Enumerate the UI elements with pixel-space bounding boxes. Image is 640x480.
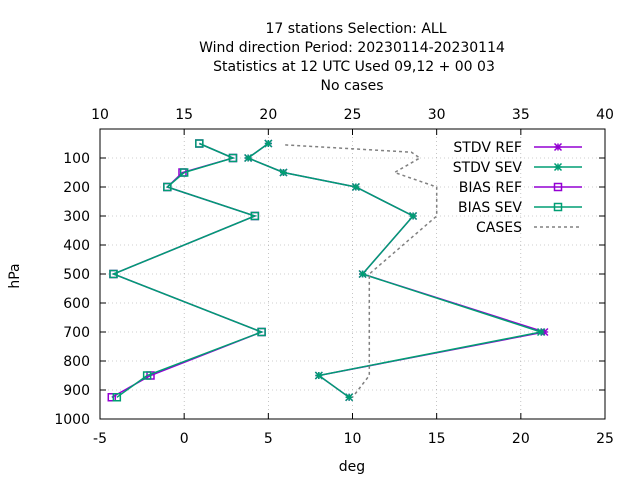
series-stdv-sev [244, 139, 546, 402]
title-line-2: Wind direction Period: 20230114-20230114 [199, 40, 505, 56]
data-point [409, 211, 418, 221]
series-bias-ref [107, 139, 266, 402]
series-cases [285, 144, 438, 398]
x2-tick-label: 30 [428, 107, 446, 123]
y-tick-label: 900 [63, 383, 90, 399]
data-point [553, 142, 563, 152]
x-tick-label: -5 [93, 431, 107, 447]
grid [100, 129, 605, 419]
data-point [244, 153, 253, 163]
legend-item: STDV SEV [453, 160, 582, 176]
y-axis-label: hPa [7, 263, 23, 288]
data-point [345, 393, 354, 402]
data-point [163, 182, 172, 192]
x2-tick-label: 40 [596, 107, 614, 123]
legend: STDV REF STDV SEV BIAS REF BIAS SEV CASES [453, 140, 582, 236]
data-point [195, 139, 204, 148]
x-tick-label: 15 [428, 431, 446, 447]
data-point [142, 371, 152, 380]
data-point [279, 168, 288, 177]
x2-tick-label: 20 [259, 107, 277, 123]
y-tick-label: 800 [63, 354, 90, 370]
y-tick-label: 400 [63, 238, 90, 254]
y-tick-label: 600 [63, 296, 90, 312]
data-point [537, 327, 546, 337]
x-tick-label: 0 [180, 431, 189, 447]
x2-tick-label: 35 [512, 107, 530, 123]
y-tick-label: 500 [63, 267, 90, 283]
data-point [112, 393, 122, 402]
chart-title: 17 stations Selection: ALL Wind directio… [199, 21, 505, 94]
data-point [250, 211, 260, 221]
legend-label: BIAS REF [459, 180, 522, 196]
data-point [314, 371, 323, 380]
data-point [179, 168, 189, 177]
title-line-1: 17 stations Selection: ALL [265, 21, 446, 37]
legend-label: STDV SEV [453, 160, 523, 176]
legend-label: BIAS SEV [458, 200, 522, 216]
series-line [285, 144, 438, 398]
data-point [107, 393, 117, 402]
legend-item: CASES [476, 220, 582, 236]
legend-item: BIAS SEV [458, 200, 582, 216]
axes: -5 0 5 10 15 20 25 10 15 20 25 30 35 40 100 200 300 400 50… [54, 107, 614, 447]
series-line [111, 142, 264, 398]
legend-item: BIAS REF [459, 180, 582, 196]
y-tick-label: 200 [63, 180, 90, 196]
data-point [553, 162, 563, 172]
x-tick-label: 10 [344, 431, 362, 447]
x2-tick-label: 10 [91, 107, 109, 123]
series-line [111, 142, 264, 398]
x-axis-label: deg [339, 459, 365, 475]
title-line-3: Statistics at 12 UTC Used 09,12 + 00 03 [213, 59, 495, 75]
data-point [553, 202, 563, 212]
data-point [553, 182, 563, 192]
legend-item: STDV REF [453, 140, 582, 156]
x-tick-label: 5 [264, 431, 273, 447]
title-line-4: No cases [321, 78, 384, 94]
plot-series [107, 139, 549, 402]
series-bias-sev [109, 139, 266, 402]
x-tick-label: 20 [512, 431, 530, 447]
data-point [109, 269, 118, 279]
y-tick-label: 1000 [54, 412, 90, 428]
data-point [358, 269, 367, 279]
y-tick-label: 700 [63, 325, 90, 341]
x2-tick-label: 25 [344, 107, 362, 123]
x2-tick-label: 15 [175, 107, 193, 123]
legend-label: CASES [476, 220, 522, 236]
data-point [351, 182, 360, 192]
data-point [264, 139, 273, 148]
legend-label: STDV REF [453, 140, 522, 156]
x-tick-label: 25 [596, 431, 614, 447]
data-point [228, 153, 238, 163]
data-point [257, 327, 266, 337]
y-tick-label: 300 [63, 209, 90, 225]
y-tick-label: 100 [63, 151, 90, 167]
